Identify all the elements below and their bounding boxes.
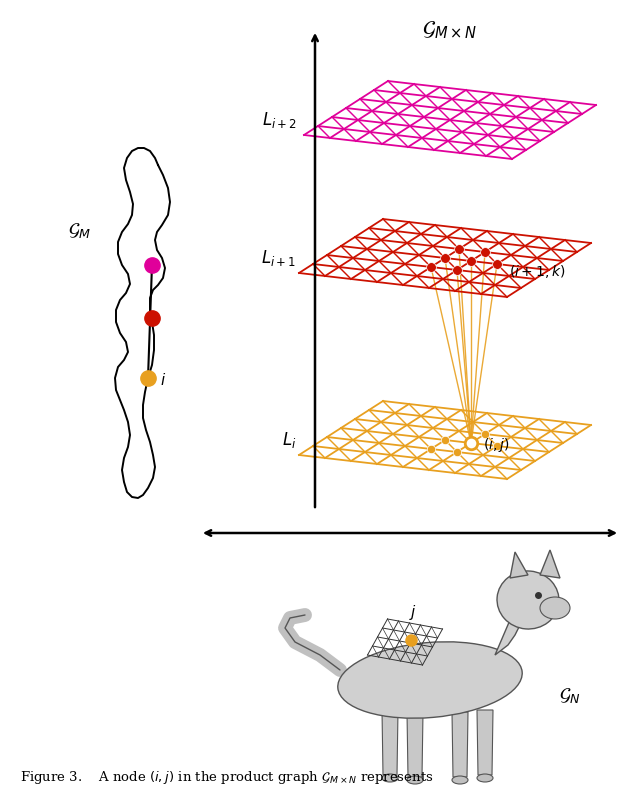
Ellipse shape (407, 776, 423, 784)
Ellipse shape (540, 597, 570, 619)
Ellipse shape (497, 571, 559, 629)
Ellipse shape (452, 776, 468, 784)
Polygon shape (477, 710, 493, 775)
Text: $\mathcal{G}_M$: $\mathcal{G}_M$ (68, 221, 92, 240)
Text: $L_i$: $L_i$ (282, 430, 296, 450)
Polygon shape (382, 710, 398, 775)
Text: $(i+1,k)$: $(i+1,k)$ (509, 264, 566, 281)
Polygon shape (407, 712, 423, 777)
Text: $(i,j)$: $(i,j)$ (483, 436, 509, 454)
Text: Figure 3.    A node $(i,j)$ in the product graph $\mathcal{G}_{M \times N}$ repr: Figure 3. A node $(i,j)$ in the product … (20, 769, 434, 787)
Ellipse shape (338, 642, 522, 719)
Ellipse shape (382, 774, 398, 782)
Polygon shape (495, 610, 525, 655)
Text: $\mathcal{G}_N$: $\mathcal{G}_N$ (559, 686, 581, 705)
Text: $i$: $i$ (160, 372, 166, 388)
Polygon shape (452, 712, 468, 777)
Polygon shape (540, 550, 560, 578)
Text: $j$: $j$ (408, 603, 417, 622)
Text: $L_{i+1}$: $L_{i+1}$ (261, 248, 296, 268)
Text: $L_{i+2}$: $L_{i+2}$ (262, 110, 297, 130)
Ellipse shape (477, 774, 493, 782)
Polygon shape (510, 552, 528, 578)
Text: $\mathcal{G}_{M \times N}$: $\mathcal{G}_{M \times N}$ (422, 19, 477, 41)
